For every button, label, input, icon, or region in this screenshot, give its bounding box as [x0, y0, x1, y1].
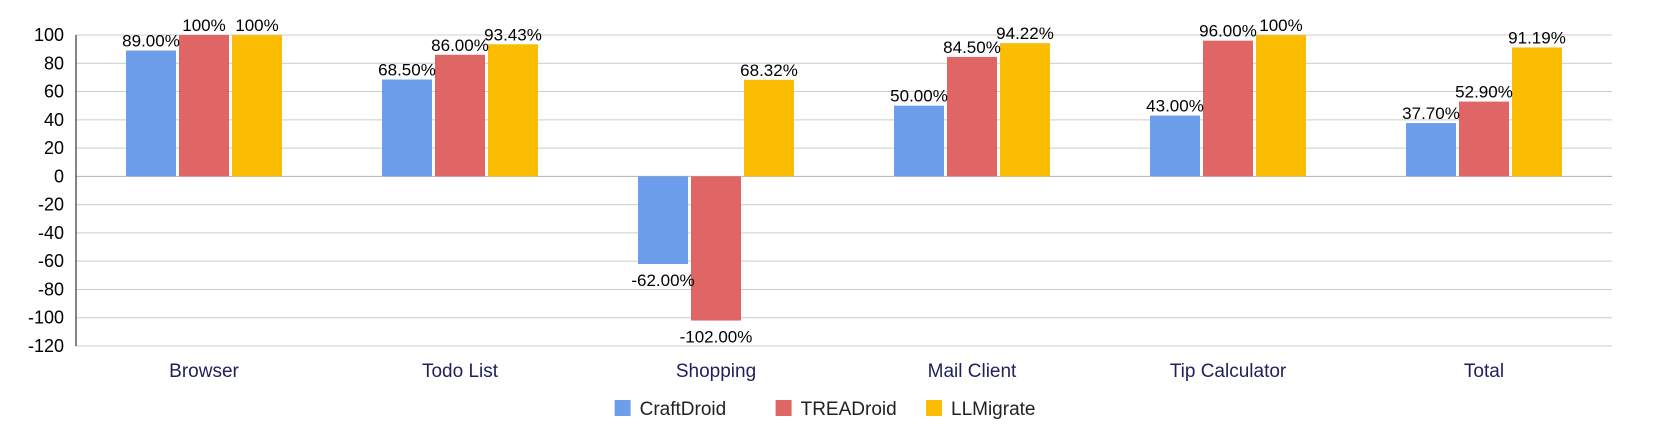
bar-llmigrate-todo-list: [488, 44, 538, 177]
y-tick-label: 40: [44, 110, 64, 130]
bar-craftdroid-mail-client: [894, 105, 944, 177]
y-tick-label: 20: [44, 138, 64, 158]
data-label: 94.22%: [996, 24, 1054, 43]
bar-treadroid-shopping: [691, 176, 741, 321]
bar-treadroid-total: [1459, 101, 1509, 177]
data-label: 52.90%: [1455, 83, 1513, 102]
bar-llmigrate-browser: [232, 35, 282, 177]
bar-treadroid-mail-client: [947, 56, 997, 177]
data-label: -62.00%: [631, 271, 694, 290]
data-label: 43.00%: [1146, 97, 1204, 116]
bar-llmigrate-total: [1512, 47, 1562, 177]
y-tick-label: -60: [38, 251, 64, 271]
bar-craftdroid-tip-calculator: [1150, 115, 1200, 177]
legend-label: CraftDroid: [640, 399, 727, 420]
x-category-label: Tip Calculator: [1170, 361, 1287, 382]
bar-craftdroid-total: [1406, 123, 1456, 177]
data-label: -102.00%: [680, 328, 753, 347]
x-axis-categories: Browser Todo List Shopping Mail Client Tip C…: [169, 361, 1504, 382]
legend-item-craftdroid: CraftDroid: [614, 399, 727, 420]
y-axis: 100 80 60 40 20 0 -20 -40 -60 -80 -100 -120: [28, 25, 77, 356]
data-label: 37.70%: [1402, 104, 1460, 123]
legend-label: LLMigrate: [951, 399, 1036, 420]
data-label: 68.32%: [740, 61, 798, 80]
bars: [126, 35, 1562, 321]
data-label: 68.50%: [378, 61, 436, 80]
data-label: 50.00%: [890, 87, 948, 106]
data-label: 93.43%: [484, 25, 542, 44]
y-tick-label: -80: [38, 279, 64, 299]
y-tick-label: -100: [28, 308, 64, 328]
data-label: 96.00%: [1199, 22, 1257, 41]
y-tick-label: -120: [28, 336, 64, 356]
bar-llmigrate-shopping: [744, 79, 794, 177]
bar-treadroid-todo-list: [435, 54, 485, 177]
bar-craftdroid-todo-list: [382, 79, 432, 177]
data-labels: 89.00%100% 100%68.50%86.00%93.43%-62.00%-…: [122, 16, 1566, 347]
data-label: 89.00%: [122, 32, 180, 51]
x-category-label: Total: [1464, 361, 1504, 382]
y-tick-label: 100: [34, 25, 64, 45]
x-category-label: Browser: [169, 361, 239, 382]
legend-item-treadroid: TREADroid: [775, 399, 897, 420]
x-category-label: Mail Client: [928, 361, 1017, 382]
legend: CraftDroid TREADroid LLMigrate: [614, 399, 1036, 420]
data-label: 100%: [182, 16, 225, 35]
y-tick-label: 60: [44, 82, 64, 102]
data-label: 91.19%: [1508, 28, 1566, 47]
bar-craftdroid-shopping: [638, 176, 688, 265]
legend-item-llmigrate: LLMigrate: [926, 399, 1036, 420]
legend-swatch: [926, 400, 942, 416]
bar-treadroid-tip-calculator: [1203, 40, 1253, 177]
y-tick-label: 80: [44, 53, 64, 73]
data-label: 100%: [1259, 16, 1302, 35]
bar-treadroid-browser: [179, 35, 229, 177]
legend-swatch: [775, 400, 792, 416]
legend-label: TREADroid: [801, 399, 897, 420]
y-tick-label: -20: [38, 195, 64, 215]
legend-swatch: [614, 400, 631, 416]
data-label: 86.00%: [431, 36, 489, 55]
data-label: 100%: [235, 16, 278, 35]
x-category-label: Shopping: [676, 361, 756, 382]
bar-llmigrate-mail-client: [1000, 43, 1050, 177]
x-category-label: Todo List: [422, 361, 499, 382]
bar-craftdroid-browser: [126, 50, 176, 177]
y-tick-label: -40: [38, 223, 64, 243]
gridlines: [76, 34, 1612, 347]
y-tick-label: 0: [54, 166, 64, 186]
data-label: 84.50%: [943, 38, 1001, 57]
bar-llmigrate-tip-calculator: [1256, 35, 1306, 177]
